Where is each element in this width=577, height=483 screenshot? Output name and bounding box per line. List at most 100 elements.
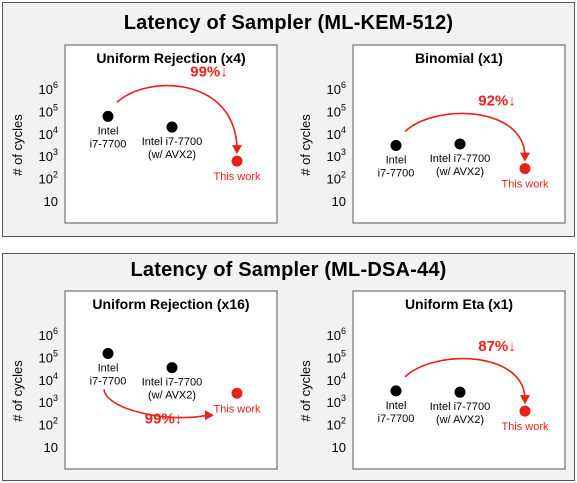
y-tick-exponent: 5 <box>341 348 346 358</box>
y-axis-label: # of cycles <box>298 114 313 176</box>
y-tick-label: 103 <box>327 393 346 410</box>
point-label: Intel i7-7700 <box>142 377 203 389</box>
y-tick-base: 10 <box>39 82 53 97</box>
reduction-annotation: 99%↓ <box>190 63 228 80</box>
baseline-point <box>166 362 178 374</box>
y-tick-exponent: 6 <box>53 326 58 336</box>
y-tick-base: 10 <box>39 373 53 388</box>
reduction-arrow <box>116 84 238 149</box>
y-tick-label: 103 <box>39 393 58 410</box>
y-tick-label: 102 <box>327 416 346 433</box>
chart-title: Uniform Rejection (x4) <box>96 50 245 66</box>
baseline-point <box>166 121 178 133</box>
y-tick-exponent: 4 <box>341 125 346 135</box>
plot-panel <box>64 290 278 470</box>
this-work-point <box>231 387 243 399</box>
this-work-point <box>519 405 531 417</box>
y-tick-label: 104 <box>39 125 58 142</box>
y-tick-exponent: 6 <box>341 326 346 336</box>
y-axis-label: # of cycles <box>10 360 25 422</box>
y-tick-base: 10 <box>332 194 346 209</box>
y-tick-label: 105 <box>327 102 346 119</box>
y-tick-exponent: 6 <box>53 80 58 90</box>
y-tick-base: 10 <box>327 172 341 187</box>
reduction-arrow <box>103 389 208 419</box>
y-tick-base: 10 <box>327 104 341 119</box>
y-tick-label: 105 <box>39 348 58 365</box>
chart-uniform-rejection-x4: Uniform Rejection (x4)# of cycles1010210… <box>10 44 278 224</box>
chart-title: Binomial (x1) <box>415 50 503 66</box>
point-label: This work <box>501 179 549 191</box>
y-tick-exponent: 3 <box>341 147 346 157</box>
y-tick-label: 104 <box>39 371 58 388</box>
y-tick-label: 10 <box>332 440 346 455</box>
y-tick-base: 10 <box>39 395 53 410</box>
point-label: i7-7700 <box>90 375 127 387</box>
reduction-annotation: 92%↓ <box>478 93 516 110</box>
point-label: i7-7700 <box>378 413 415 425</box>
point-label: Intel i7-7700 <box>430 153 491 165</box>
plot-panel <box>352 44 566 224</box>
y-tick-exponent: 5 <box>341 102 346 112</box>
y-tick-base: 10 <box>327 373 341 388</box>
section-title: Latency of Sampler (ML-KEM-512) <box>123 12 454 34</box>
y-tick-base: 10 <box>39 104 53 119</box>
y-tick-base: 10 <box>327 149 341 164</box>
reduction-annotation: 99%↓ <box>145 410 183 427</box>
baseline-point <box>454 138 466 150</box>
y-tick-label: 106 <box>39 326 58 343</box>
point-label: (w/ AVX2) <box>148 390 196 402</box>
point-label: Intel <box>98 362 119 374</box>
this-work-point <box>519 163 531 175</box>
y-tick-base: 10 <box>327 350 341 365</box>
baseline-point <box>390 385 402 397</box>
y-tick-exponent: 3 <box>53 147 58 157</box>
y-tick-label: 102 <box>39 170 58 187</box>
y-tick-base: 10 <box>327 418 341 433</box>
y-tick-label: 102 <box>327 170 346 187</box>
y-tick-label: 104 <box>327 125 346 142</box>
y-tick-label: 106 <box>327 326 346 343</box>
y-tick-label: 106 <box>327 80 346 97</box>
y-tick-base: 10 <box>39 418 53 433</box>
y-tick-exponent: 2 <box>341 170 346 180</box>
reduction-arrow <box>404 112 526 156</box>
y-tick-exponent: 4 <box>53 371 58 381</box>
y-tick-label: 105 <box>327 348 346 365</box>
chart-uniform-rejection-x16: Uniform Rejection (x16)# of cycles101021… <box>10 290 278 470</box>
y-tick-base: 10 <box>327 127 341 142</box>
point-label: (w/ AVX2) <box>148 149 196 161</box>
y-tick-base: 10 <box>327 395 341 410</box>
chart-binomial-x1: Binomial (x1)# of cycles1010210310410510… <box>298 44 566 224</box>
y-tick-base: 10 <box>39 350 53 365</box>
reduction-annotation: 87%↓ <box>478 338 516 355</box>
y-tick-exponent: 6 <box>341 80 346 90</box>
y-tick-label: 10 <box>332 194 346 209</box>
plot-panel <box>64 44 278 224</box>
y-tick-base: 10 <box>327 82 341 97</box>
reduction-arrowhead <box>520 152 530 162</box>
y-tick-label: 10 <box>44 440 58 455</box>
y-tick-base: 10 <box>44 440 58 455</box>
point-label: Intel <box>386 400 407 412</box>
y-tick-exponent: 4 <box>341 371 346 381</box>
y-tick-exponent: 2 <box>341 416 346 426</box>
y-tick-exponent: 3 <box>341 393 346 403</box>
baseline-point <box>102 347 114 359</box>
point-label: Intel i7-7700 <box>430 401 491 413</box>
point-label: This work <box>213 171 261 183</box>
point-label: Intel <box>98 125 119 137</box>
y-tick-exponent: 4 <box>53 125 58 135</box>
chart-uniform-eta-x1: Uniform Eta (x1)# of cycles1010210310410… <box>298 290 566 470</box>
y-tick-base: 10 <box>39 172 53 187</box>
reduction-arrowhead <box>232 145 242 155</box>
y-tick-label: 106 <box>39 80 58 97</box>
point-label: (w/ AVX2) <box>436 166 484 178</box>
plot-panel <box>352 290 566 470</box>
point-label: This work <box>213 403 261 415</box>
y-tick-label: 104 <box>327 371 346 388</box>
y-tick-base: 10 <box>332 440 346 455</box>
y-tick-exponent: 2 <box>53 170 58 180</box>
y-tick-base: 10 <box>327 328 341 343</box>
y-tick-label: 103 <box>327 147 346 164</box>
